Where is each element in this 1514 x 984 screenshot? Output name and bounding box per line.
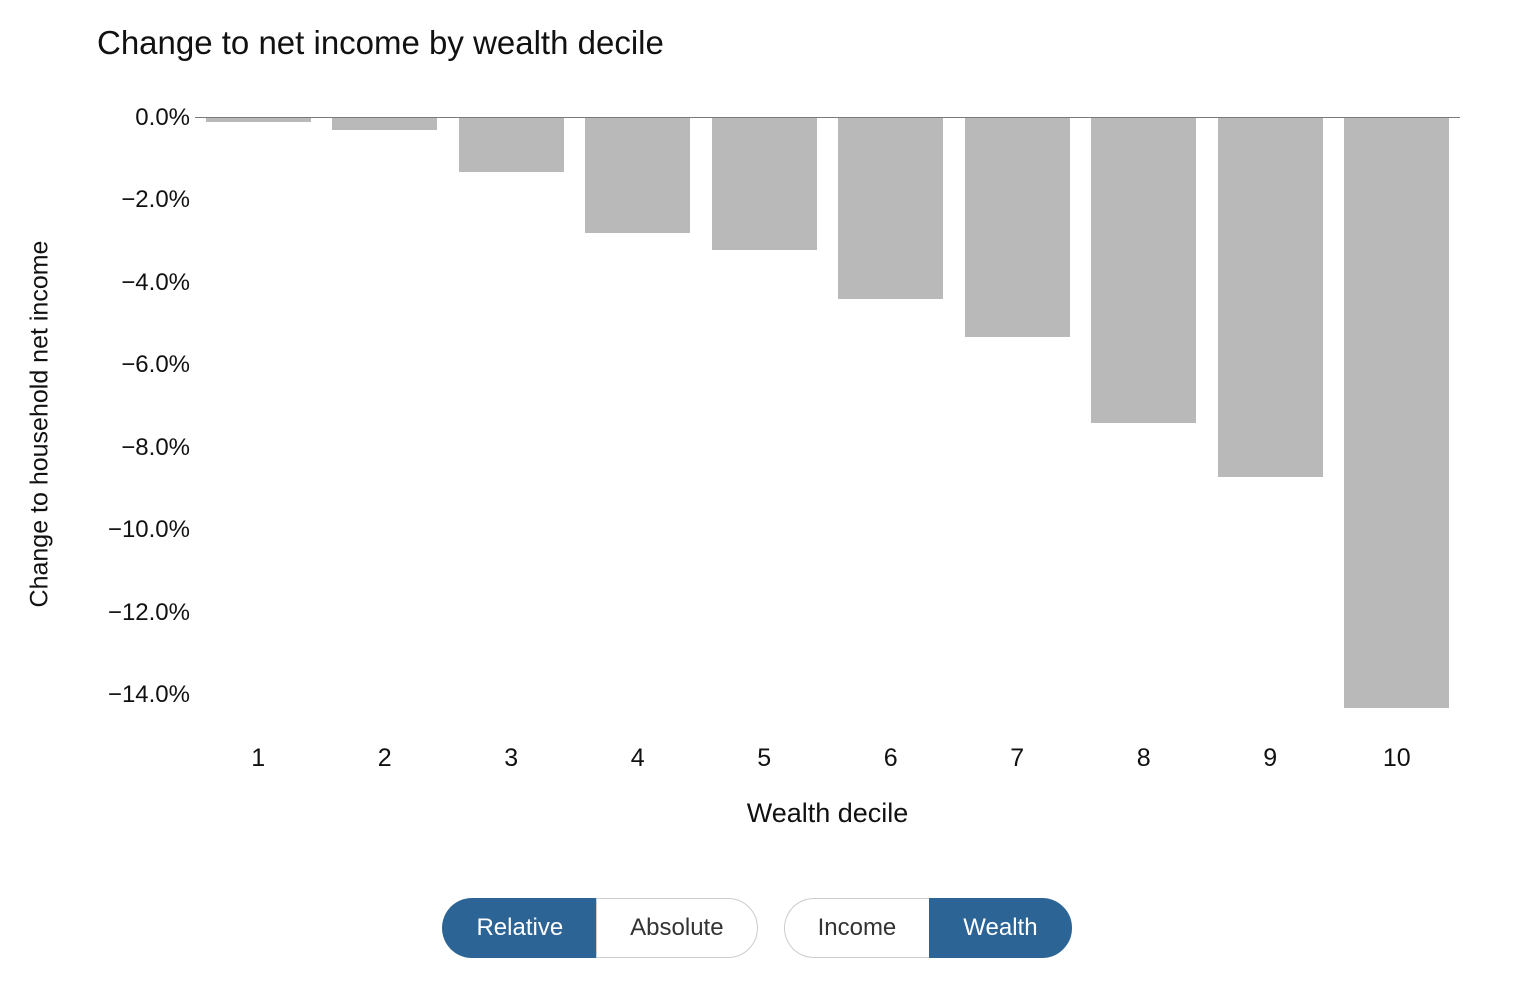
toggle-income-button[interactable]: Income — [783, 898, 930, 958]
y-tick-label: −12.0% — [107, 598, 190, 626]
plot-area — [195, 118, 1460, 716]
y-tick-label: −8.0% — [121, 433, 190, 461]
bar-decile-8 — [1091, 118, 1197, 424]
x-tick-label: 9 — [1263, 744, 1278, 772]
bar-decile-7 — [964, 118, 1070, 337]
x-axis-ticks: 1 2 3 4 5 6 7 8 9 10 — [195, 744, 1460, 773]
x-tick-label: 5 — [757, 744, 772, 772]
y-axis-ticks: 0.0% −2.0% −4.0% −6.0% −8.0% −10.0% −12.0% −14.… — [80, 104, 190, 716]
bar-decile-5 — [711, 118, 817, 250]
bar-decile-9 — [1217, 118, 1323, 477]
bar-decile-3 — [458, 118, 564, 172]
y-tick-label: −2.0% — [121, 186, 190, 214]
bar-decile-2 — [332, 118, 438, 131]
x-tick-label: 4 — [630, 744, 645, 772]
bar-decile-10 — [1344, 118, 1450, 708]
y-tick-label: 0.0% — [135, 104, 190, 131]
x-tick-label: 2 — [377, 744, 392, 772]
controls: Relative Absolute Income Wealth — [0, 898, 1514, 958]
y-tick-label: −4.0% — [121, 268, 190, 296]
toggle-wealth-button[interactable]: Wealth — [929, 898, 1072, 958]
y-axis-title: Change to household net income — [25, 240, 54, 608]
x-tick-label: 8 — [1136, 744, 1151, 772]
zero-axis-line — [195, 117, 1460, 118]
toggle-group-mode: Relative Absolute — [442, 898, 758, 958]
x-tick-label: 6 — [883, 744, 898, 772]
x-axis-title: Wealth decile — [746, 798, 909, 828]
toggle-relative-button[interactable]: Relative — [442, 898, 597, 958]
y-tick-label: −14.0% — [107, 681, 190, 709]
chart-title: Change to net income by wealth decile — [97, 24, 664, 61]
x-tick-label: 3 — [504, 744, 519, 772]
bar-decile-4 — [585, 118, 691, 234]
x-tick-label: 7 — [1010, 744, 1025, 772]
x-tick-label: 1 — [251, 744, 266, 772]
bar-decile-1 — [205, 118, 311, 123]
bar-decile-6 — [838, 118, 944, 300]
toggle-group-variable: Income Wealth — [783, 898, 1072, 958]
x-tick-label: 10 — [1382, 744, 1411, 772]
y-tick-label: −6.0% — [121, 351, 190, 379]
toggle-absolute-button[interactable]: Absolute — [596, 898, 758, 958]
y-tick-label: −10.0% — [107, 516, 190, 544]
